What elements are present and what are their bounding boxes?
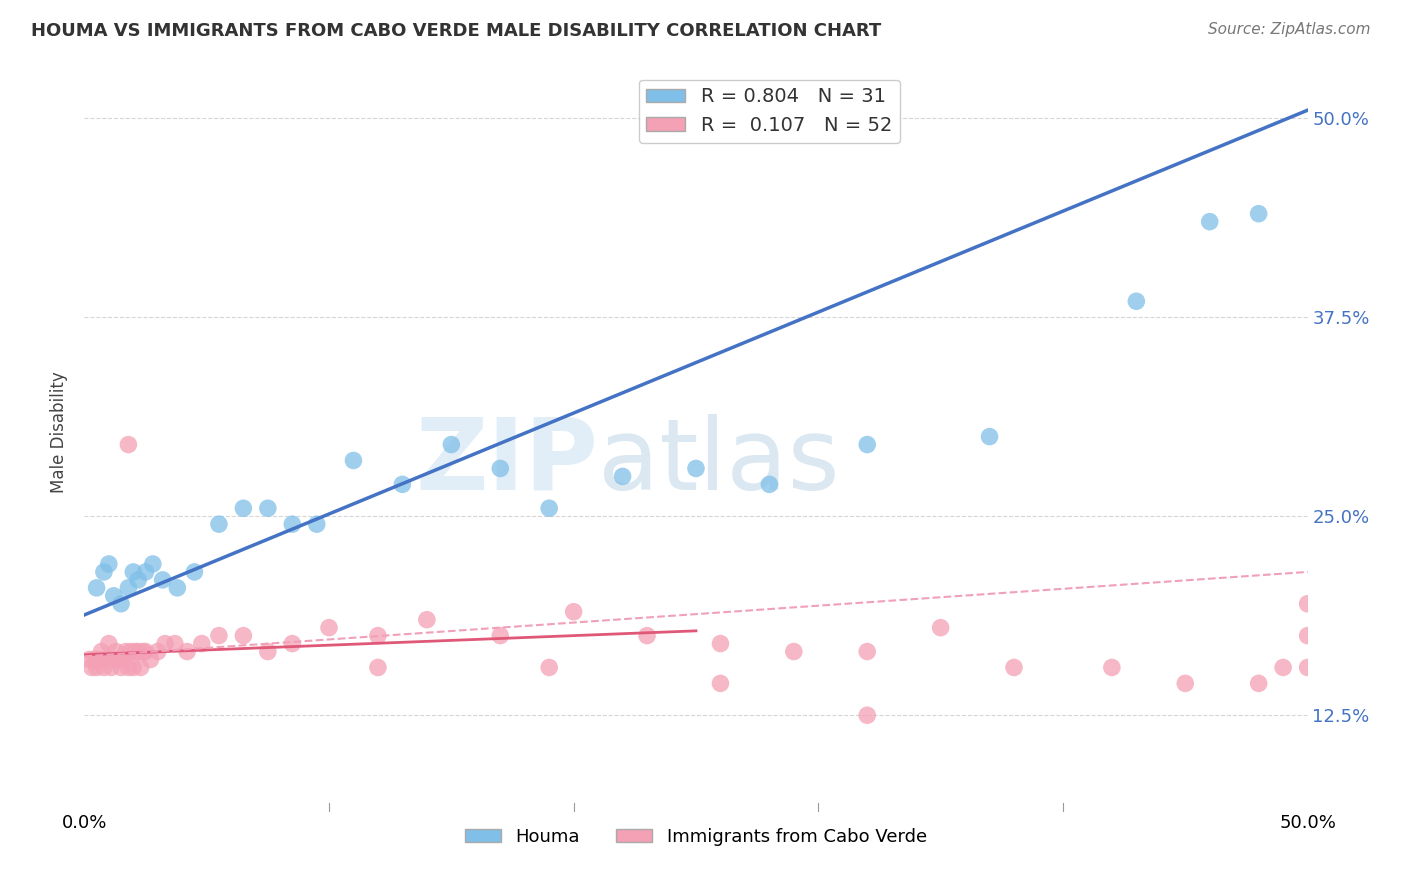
Point bbox=[208, 517, 231, 532]
Y-axis label: Male Disability: Male Disability bbox=[51, 372, 69, 493]
Point bbox=[1125, 294, 1147, 309]
Point bbox=[538, 501, 561, 516]
Point bbox=[129, 660, 152, 674]
Point bbox=[125, 644, 148, 658]
Point bbox=[105, 644, 128, 658]
Point bbox=[191, 637, 214, 651]
Point bbox=[208, 629, 231, 643]
Point bbox=[257, 644, 280, 658]
Point bbox=[257, 501, 280, 516]
Point bbox=[153, 637, 176, 651]
Point bbox=[685, 461, 707, 475]
Point bbox=[97, 637, 120, 651]
Point bbox=[281, 517, 304, 532]
Point bbox=[127, 644, 149, 658]
Point bbox=[107, 652, 129, 666]
Point bbox=[163, 637, 186, 651]
Point bbox=[115, 644, 138, 658]
Point bbox=[146, 644, 169, 658]
Point bbox=[86, 581, 108, 595]
Point bbox=[132, 644, 155, 658]
Point bbox=[281, 637, 304, 651]
Point bbox=[318, 621, 340, 635]
Point bbox=[86, 660, 108, 674]
Point bbox=[856, 708, 879, 723]
Point bbox=[489, 629, 512, 643]
Point bbox=[100, 660, 122, 674]
Point bbox=[117, 437, 139, 451]
Point bbox=[1101, 660, 1123, 674]
Point bbox=[135, 565, 157, 579]
Point bbox=[142, 557, 165, 571]
Text: HOUMA VS IMMIGRANTS FROM CABO VERDE MALE DISABILITY CORRELATION CHART: HOUMA VS IMMIGRANTS FROM CABO VERDE MALE… bbox=[31, 22, 882, 40]
Point bbox=[1296, 660, 1319, 674]
Point bbox=[93, 565, 115, 579]
Point bbox=[1296, 597, 1319, 611]
Point bbox=[77, 652, 100, 666]
Point bbox=[110, 660, 132, 674]
Point bbox=[538, 660, 561, 674]
Point bbox=[110, 597, 132, 611]
Point bbox=[1174, 676, 1197, 690]
Point bbox=[90, 644, 112, 658]
Point bbox=[856, 644, 879, 658]
Point bbox=[1247, 676, 1270, 690]
Point bbox=[367, 629, 389, 643]
Point bbox=[783, 644, 806, 658]
Point bbox=[391, 477, 413, 491]
Point bbox=[709, 676, 731, 690]
Point bbox=[122, 565, 145, 579]
Point bbox=[1002, 660, 1025, 674]
Point bbox=[93, 660, 115, 674]
Point bbox=[1198, 214, 1220, 228]
Point bbox=[176, 644, 198, 658]
Point bbox=[139, 652, 162, 666]
Point bbox=[117, 660, 139, 674]
Point bbox=[122, 660, 145, 674]
Point bbox=[152, 573, 174, 587]
Point bbox=[87, 652, 110, 666]
Point bbox=[709, 637, 731, 651]
Point bbox=[112, 652, 135, 666]
Point bbox=[979, 429, 1001, 443]
Point bbox=[232, 629, 254, 643]
Point bbox=[440, 437, 463, 451]
Point bbox=[83, 652, 105, 666]
Point bbox=[489, 461, 512, 475]
Legend: Houma, Immigrants from Cabo Verde: Houma, Immigrants from Cabo Verde bbox=[458, 821, 934, 853]
Point bbox=[856, 437, 879, 451]
Point bbox=[562, 605, 585, 619]
Point bbox=[342, 453, 364, 467]
Point bbox=[96, 652, 118, 666]
Point bbox=[367, 660, 389, 674]
Point bbox=[1272, 660, 1295, 674]
Point bbox=[103, 589, 125, 603]
Point bbox=[1296, 629, 1319, 643]
Point bbox=[929, 621, 952, 635]
Point bbox=[166, 581, 188, 595]
Point bbox=[758, 477, 780, 491]
Text: ZIP: ZIP bbox=[415, 414, 598, 511]
Point bbox=[305, 517, 328, 532]
Point bbox=[80, 660, 103, 674]
Point bbox=[97, 557, 120, 571]
Point bbox=[612, 469, 634, 483]
Point bbox=[416, 613, 439, 627]
Point bbox=[120, 644, 142, 658]
Text: atlas: atlas bbox=[598, 414, 839, 511]
Point bbox=[232, 501, 254, 516]
Point bbox=[117, 581, 139, 595]
Point bbox=[636, 629, 658, 643]
Text: Source: ZipAtlas.com: Source: ZipAtlas.com bbox=[1208, 22, 1371, 37]
Point bbox=[127, 573, 149, 587]
Point bbox=[1247, 207, 1270, 221]
Point bbox=[103, 652, 125, 666]
Point bbox=[135, 644, 157, 658]
Point bbox=[183, 565, 205, 579]
